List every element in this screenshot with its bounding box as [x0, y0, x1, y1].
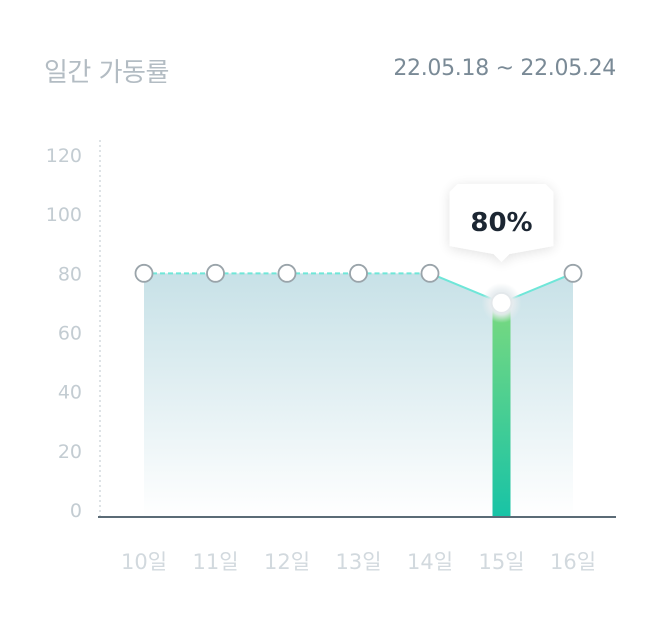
tooltip-bubble	[449, 184, 554, 262]
data-point[interactable]	[277, 263, 297, 283]
data-point-highlight[interactable]	[490, 291, 513, 314]
x-tick-label: 14일	[407, 550, 453, 574]
x-tick-label: 11일	[192, 550, 238, 574]
y-tick-label: 60	[58, 323, 82, 345]
y-tick-label: 100	[46, 204, 82, 226]
y-tick-label: 0	[70, 500, 82, 522]
data-point[interactable]	[563, 263, 583, 283]
data-point[interactable]	[206, 263, 225, 283]
highlight-bar[interactable]	[492, 302, 511, 517]
y-tick-label: 20	[58, 441, 82, 463]
tooltip-value: 80%	[470, 208, 532, 238]
y-tick-label: 120	[46, 145, 82, 167]
y-tick-label: 40	[58, 382, 82, 404]
x-tick-label: 12일	[264, 550, 310, 574]
x-tick-label: 16일	[550, 550, 596, 574]
date-range[interactable]: 22.05.18 ~ 22.05.24	[393, 56, 616, 81]
data-point[interactable]	[420, 263, 440, 283]
y-tick-label: 80	[58, 263, 82, 285]
area-fill	[144, 273, 573, 517]
x-tick-label: 13일	[335, 550, 381, 574]
chart-title: 일간 가동률	[44, 58, 169, 88]
data-point[interactable]	[134, 263, 154, 283]
x-tick-label: 10일	[121, 550, 167, 574]
value-tooltip: 80%	[449, 184, 554, 262]
data-point[interactable]	[349, 263, 368, 283]
x-tick-label: 15일	[478, 550, 524, 574]
